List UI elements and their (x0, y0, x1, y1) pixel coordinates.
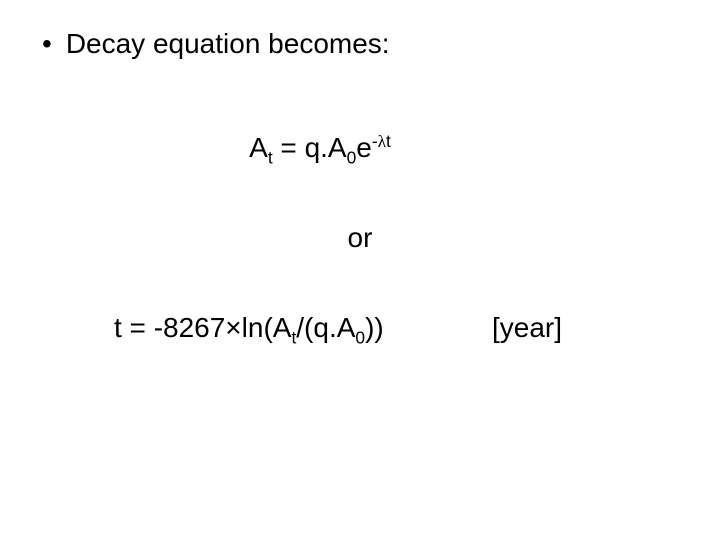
or-text: or (0, 222, 720, 254)
eq2-mid: /(q.A (296, 312, 355, 343)
equation-decay: At = q.A0e-λt (0, 132, 680, 164)
eq1-eq: = q.A (273, 132, 347, 163)
eq2-lhs: t = -8267×ln(A (114, 312, 291, 343)
bullet-marker: • (42, 30, 52, 58)
eq2-sub-0: 0 (355, 328, 365, 348)
equation-time: t = -8267×ln(At/(q.A0)) (114, 312, 384, 344)
eq1-sup-lambda: λ (378, 132, 386, 151)
eq2-tail: )) (365, 312, 384, 343)
eq1-sub-0: 0 (347, 148, 357, 168)
slide: • Decay equation becomes: At = q.A0e-λt … (0, 0, 720, 540)
bullet-item: • Decay equation becomes: (42, 28, 390, 60)
eq1-A: A (249, 132, 268, 163)
eq1-sup-t: t (386, 131, 391, 151)
equation-time-unit: [year] (492, 312, 562, 344)
eq1-e: e (356, 132, 372, 163)
eq1-exponent: -λt (372, 131, 391, 151)
bullet-text: Decay equation becomes: (66, 28, 390, 60)
